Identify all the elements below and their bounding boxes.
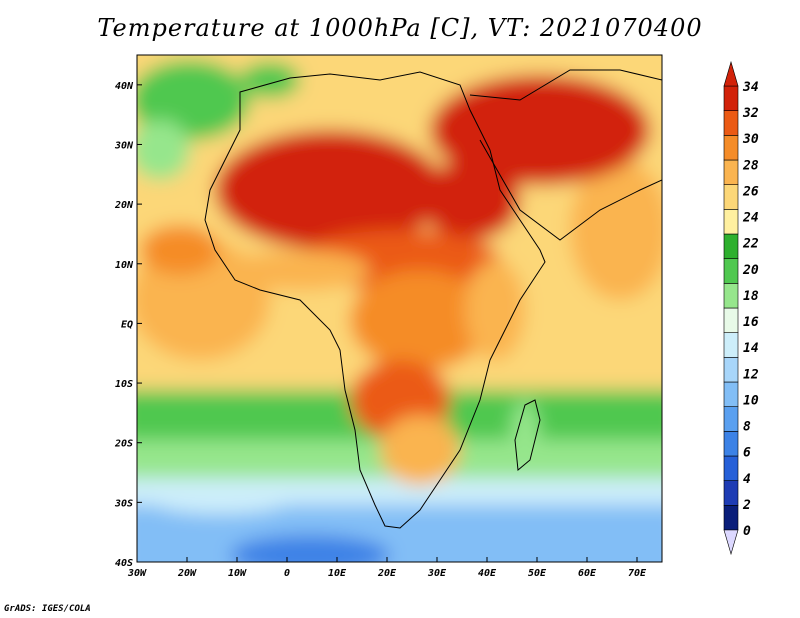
colorbar-level-label: 4 (743, 472, 751, 487)
credit-text: GrADS: IGES/COLA (4, 604, 91, 614)
y-tick-label: EQ (121, 319, 133, 330)
colorbar-swatch (723, 233, 739, 259)
colorbar-level-label: 28 (742, 158, 759, 173)
x-tick-label: 30E (427, 568, 447, 579)
y-tick-label: 10N (115, 260, 134, 271)
plot-frame (136, 54, 663, 563)
colorbar-swatch (723, 184, 739, 210)
colorbar-swatch (723, 455, 739, 481)
y-tick-label: 30N (114, 140, 134, 151)
colorbar-swatch (723, 110, 739, 136)
colorbar-level-label: 14 (743, 341, 759, 356)
colorbar-swatch (723, 159, 739, 185)
y-tick-label: 40S (115, 558, 133, 569)
colorbar-swatch (723, 480, 739, 506)
colorbar-level-label: 18 (743, 289, 759, 304)
x-tick-label: 10W (228, 568, 247, 579)
map-title: Temperature at 1000hPa [C], VT: 20210704… (97, 14, 703, 42)
y-axis: 40S 30S 20S 10S EQ 10N 20N 30N 40N (114, 81, 142, 569)
x-tick-label: 40E (478, 568, 497, 579)
colorbar-level-label: 0 (743, 524, 751, 539)
x-axis: 30W 20W 10W 0 10E 20E 30E 40E 50E 60E 70E (127, 557, 647, 579)
x-tick-label: 30W (127, 568, 147, 579)
x-tick-label: 20W (177, 568, 197, 579)
x-tick-label: 0 (284, 568, 290, 579)
colorbar-level-label: 24 (742, 211, 759, 226)
y-tick-label: 20N (114, 200, 134, 211)
colorbar-level-label: 16 (743, 315, 759, 330)
colorbar-swatch (723, 332, 739, 358)
coastline (204, 69, 662, 529)
colorbar-swatch (723, 431, 739, 457)
colorbar-swatch (723, 406, 739, 432)
colorbar-level-label: 2 (742, 498, 751, 513)
temperature-field (137, 55, 662, 562)
colorbar-level-label: 34 (742, 80, 759, 95)
colorbar-level-label: 10 (743, 393, 759, 408)
colorbar-swatch (723, 135, 739, 161)
x-tick-label: 10E (328, 568, 347, 579)
colorbar-level-label: 22 (742, 237, 759, 252)
colorbar-swatch (723, 283, 739, 309)
colorbar-level-label: 26 (742, 184, 759, 199)
x-tick-label: 70E (628, 568, 647, 579)
colorbar-min-arrow (723, 529, 739, 556)
colorbar-max-arrow (723, 60, 739, 87)
x-tick-label: 50E (528, 568, 547, 579)
y-tick-label: 10S (115, 379, 133, 390)
x-tick-label: 60E (578, 568, 597, 579)
colorbar-swatch (723, 357, 739, 383)
y-tick-label: 30S (114, 498, 133, 509)
x-tick-label: 20E (377, 568, 397, 579)
colorbar-level-label: 8 (743, 420, 751, 435)
colorbar-swatch (723, 85, 739, 111)
colorbar-level-label: 30 (742, 132, 759, 147)
colorbar-swatch (723, 258, 739, 284)
colorbar-swatch (723, 307, 739, 333)
colorbar-level-label: 20 (742, 263, 759, 278)
y-tick-label: 40N (115, 81, 134, 92)
colorbar-swatch (723, 209, 739, 235)
y-tick-label: 20S (114, 439, 133, 450)
colorbar-level-label: 6 (743, 446, 751, 461)
colorbar-swatch (723, 505, 739, 531)
colorbar-level-label: 12 (743, 367, 759, 382)
colorbar-level-label: 32 (742, 106, 759, 121)
colorbar-swatch (723, 381, 739, 407)
